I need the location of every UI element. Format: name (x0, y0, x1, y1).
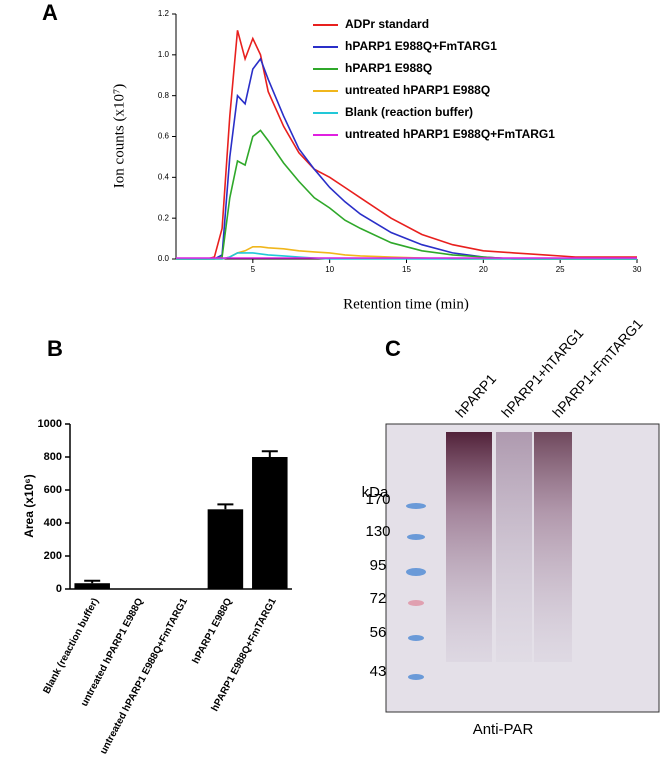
x-axis-label: Retention time (min) (343, 296, 469, 312)
lane-label: hPARP1+FmTARG1 (549, 315, 646, 420)
legend-label: untreated hPARP1 E988Q+FmTARG1 (345, 127, 555, 141)
marker-label: 170 (365, 491, 390, 508)
y-tick-label: 0.4 (158, 172, 170, 181)
bar (207, 509, 244, 589)
bar (252, 457, 288, 589)
lane-label: hPARP1 (452, 370, 499, 420)
panel-label: B (47, 336, 63, 361)
y-tick-label: 0.6 (158, 132, 170, 141)
blot-lane (446, 432, 492, 662)
x-tick-label: 30 (633, 265, 642, 274)
error-bar (261, 450, 278, 457)
line-series (176, 129, 637, 260)
legend-label: ADPr standard (345, 17, 429, 31)
y-axis-label: Ion counts (x10⁷) (111, 84, 127, 188)
error-bar (217, 503, 234, 510)
y-tick-label: 600 (44, 484, 62, 496)
legend-label: hPARP1 E988Q+FmTARG1 (345, 39, 497, 53)
y-tick-label: 800 (44, 451, 62, 463)
x-tick-label: hPARP1 E988Q (191, 596, 235, 665)
marker-label: 130 (365, 523, 390, 540)
panel-label: A (42, 0, 58, 25)
y-tick-label: 1.0 (158, 50, 170, 59)
marker-label: 43 (370, 663, 387, 680)
x-tick-label: 10 (325, 265, 334, 274)
y-tick-label: 1000 (38, 418, 62, 430)
x-tick-label: 20 (479, 265, 488, 274)
legend-label: untreated hPARP1 E988Q (345, 83, 490, 97)
y-tick-label: 400 (44, 517, 62, 529)
error-bar (84, 579, 101, 584)
ladder (406, 503, 426, 680)
blot-caption: Anti-PAR (473, 721, 534, 738)
y-tick-label: 1.2 (158, 9, 170, 18)
panel-label: C (385, 336, 401, 361)
y-tick-label: 0.8 (158, 91, 170, 100)
y-tick-label: 200 (44, 550, 62, 562)
marker-label: 56 (370, 624, 387, 641)
y-axis-label: Area (x10⁶) (22, 474, 36, 538)
x-tick-label: 5 (251, 265, 256, 274)
marker-label: 72 (370, 590, 387, 607)
marker-label: 95 (370, 557, 387, 574)
y-tick-label: 0 (56, 583, 62, 595)
x-tick-label: 25 (556, 265, 565, 274)
y-tick-label: 0.2 (158, 213, 170, 222)
x-tick-label: untreated hPARP1 E988Q+FmTARG1 (98, 596, 190, 756)
bar (74, 583, 110, 589)
legend-label: hPARP1 E988Q (345, 61, 432, 75)
blot-lane (534, 432, 572, 662)
blot-lane (496, 432, 532, 662)
legend-label: Blank (reaction buffer) (345, 105, 473, 119)
blot-unit: kDa (362, 484, 389, 501)
x-tick-label: 15 (402, 265, 411, 274)
y-tick-label: 0.0 (158, 254, 170, 263)
